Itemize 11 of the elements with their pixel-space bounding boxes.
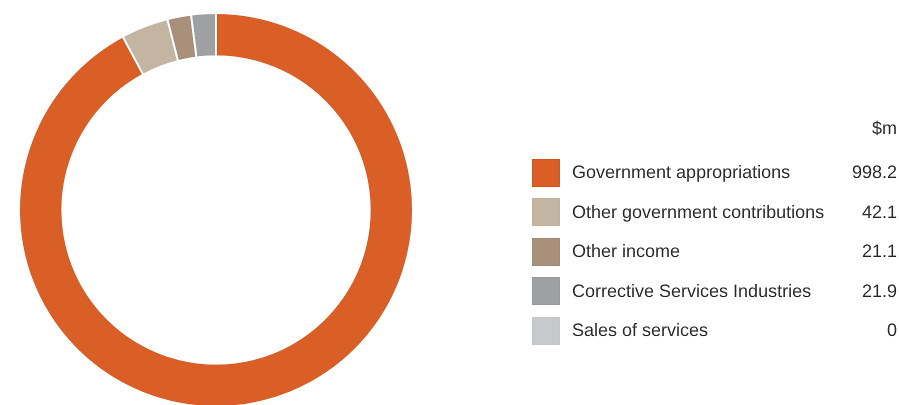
legend-label: Other income [572,241,682,262]
data-label: 21.9 [862,280,897,302]
legend-label: Other government contributions [572,202,826,223]
data-label: 42.1 [862,202,897,223]
legend-label: Corrective Services Industries [572,280,812,302]
text: 0 [886,320,897,340]
data-label: 21.1 [862,241,897,262]
legend-title: $m [870,118,897,139]
legend-label: Sales of services [572,320,710,342]
data-label: 998.2 [852,162,897,184]
legend-label: Government appropriations [572,162,792,184]
